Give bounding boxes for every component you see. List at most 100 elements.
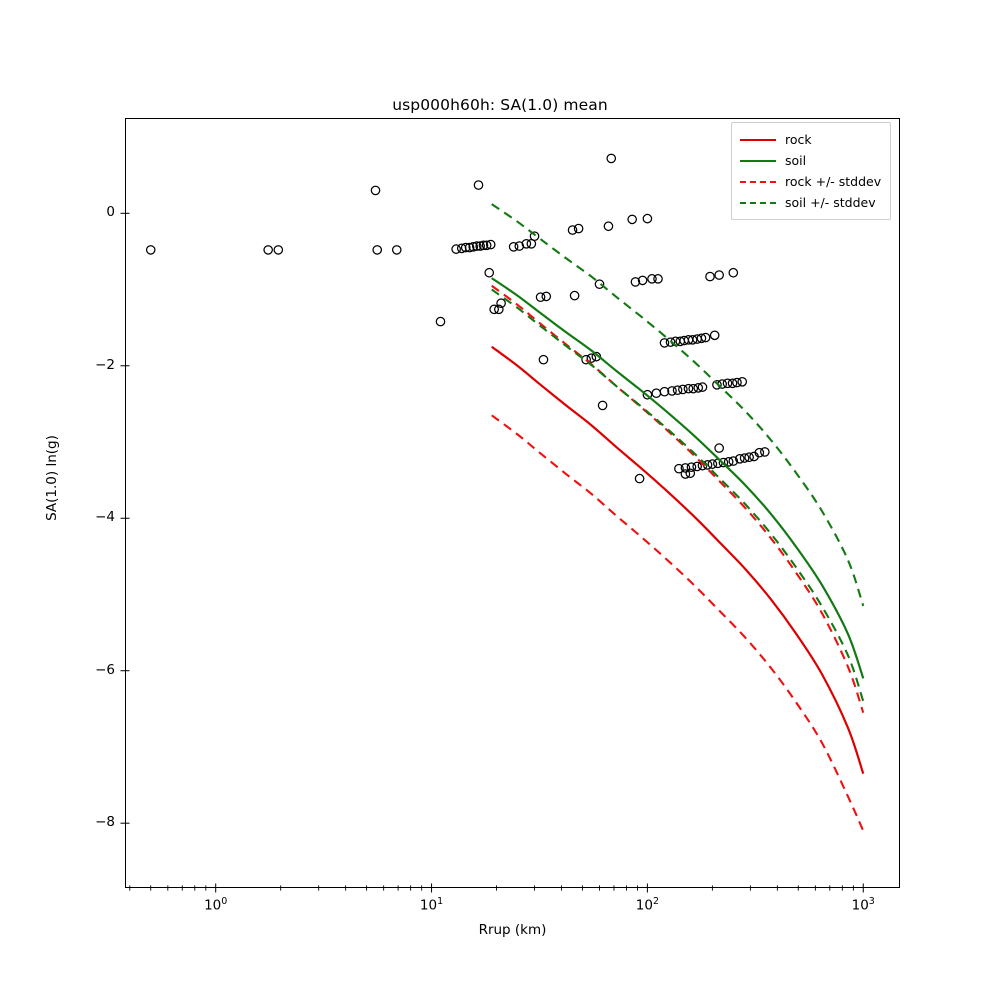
scatter-point xyxy=(606,153,617,164)
x-tick-label: 101 xyxy=(419,896,444,914)
scatter-point xyxy=(718,457,729,468)
scatter-point xyxy=(541,291,552,302)
series-lines xyxy=(491,203,865,832)
scatter-point xyxy=(696,333,707,344)
scatter-point xyxy=(627,214,637,225)
scatter-point xyxy=(732,377,742,388)
chart-legend: rock soil rock +/- stddev soil +/- stddev xyxy=(731,122,892,220)
legend-label: soil xyxy=(785,153,807,168)
scatter-point xyxy=(667,386,677,396)
scatter-point xyxy=(468,242,479,252)
scatter-point xyxy=(754,447,765,458)
y-tick-label: −8 xyxy=(95,814,115,831)
legend-label: soil +/- stddev xyxy=(785,195,876,210)
scatter-point xyxy=(637,275,648,286)
scatter-point xyxy=(630,277,641,287)
scatter-point xyxy=(372,245,383,255)
plot-axes-frame xyxy=(125,118,900,888)
scatter-point xyxy=(709,330,720,341)
scatter-point xyxy=(521,238,532,249)
series-line xyxy=(491,277,865,679)
scatter-point xyxy=(705,271,715,282)
scatter-point xyxy=(678,384,688,395)
scatter-point xyxy=(737,376,748,387)
legend-item[interactable]: rock +/- stddev xyxy=(740,171,881,192)
legend-item[interactable]: rock xyxy=(740,129,881,150)
scatter-point xyxy=(707,459,718,469)
scatter-point xyxy=(569,290,580,301)
scatter-point xyxy=(145,245,156,255)
scatter-point xyxy=(484,267,495,278)
series-line xyxy=(491,203,865,607)
scatter-points xyxy=(145,153,770,484)
legend-line-swatch xyxy=(740,134,776,146)
y-tick-label: −4 xyxy=(95,509,115,526)
x-tick-label: 100 xyxy=(204,896,228,914)
scatter-point xyxy=(478,240,489,251)
legend-line-swatch xyxy=(740,176,776,188)
scatter-point xyxy=(672,385,683,395)
scatter-point xyxy=(727,378,738,389)
scatter-point xyxy=(581,354,591,365)
series-line xyxy=(491,414,865,832)
scatter-point xyxy=(728,267,739,278)
x-axis-label: Rrup (km) xyxy=(478,922,547,938)
y-tick-label: −6 xyxy=(95,661,115,678)
scatter-point xyxy=(594,279,605,290)
scatter-point xyxy=(535,292,546,302)
scatter-point xyxy=(692,461,702,472)
scatter-point xyxy=(451,244,461,254)
scatter-point xyxy=(573,223,584,234)
scatter-point xyxy=(653,274,663,284)
scatter-point xyxy=(538,354,549,365)
legend-line-swatch xyxy=(740,197,776,209)
x-tick-label: 102 xyxy=(635,896,659,914)
scatter-point xyxy=(489,304,499,315)
scatter-point xyxy=(642,213,653,224)
scatter-point xyxy=(370,185,381,196)
scatter-point xyxy=(435,316,446,327)
scatter-point xyxy=(567,225,578,235)
scatter-point xyxy=(680,463,691,473)
scatter-point xyxy=(693,383,704,393)
legend-label: rock +/- stddev xyxy=(785,174,882,189)
scatter-point xyxy=(471,241,482,251)
scatter-point xyxy=(665,337,676,347)
scatter-point xyxy=(683,383,694,394)
scatter-point xyxy=(687,335,698,345)
scatter-point xyxy=(728,456,739,466)
scatter-point xyxy=(273,245,284,255)
scatter-point xyxy=(597,400,608,411)
scatter-point xyxy=(496,298,506,309)
scatter-point xyxy=(723,457,734,467)
scatter-point xyxy=(686,462,697,472)
series-line xyxy=(491,284,865,713)
series-line xyxy=(491,288,865,702)
scatter-point xyxy=(685,468,696,479)
scatter-point xyxy=(712,380,722,390)
scatter-point xyxy=(722,378,733,389)
scatter-point xyxy=(514,241,525,251)
scatter-point xyxy=(744,452,754,463)
scatter-point xyxy=(473,180,484,190)
x-tick-label: 103 xyxy=(851,896,875,914)
scatter-point xyxy=(647,274,657,284)
axis-ticks xyxy=(120,212,864,893)
scatter-point xyxy=(680,469,691,479)
scatter-point xyxy=(714,270,724,280)
scatter-point xyxy=(697,382,708,392)
series-line xyxy=(491,345,865,774)
scatter-point xyxy=(659,386,670,397)
chart-title: usp000h60h: SA(1.0) mean xyxy=(392,96,608,114)
scatter-point xyxy=(460,242,471,253)
legend-item[interactable]: soil +/- stddev xyxy=(740,192,881,213)
scatter-point xyxy=(391,245,402,255)
legend-item[interactable]: soil xyxy=(740,150,881,171)
scatter-point xyxy=(603,221,614,232)
scatter-point xyxy=(700,332,711,343)
y-axis-label: SA(1.0) ln(g) xyxy=(44,435,60,521)
scatter-point xyxy=(464,242,475,253)
scatter-point xyxy=(481,240,492,251)
